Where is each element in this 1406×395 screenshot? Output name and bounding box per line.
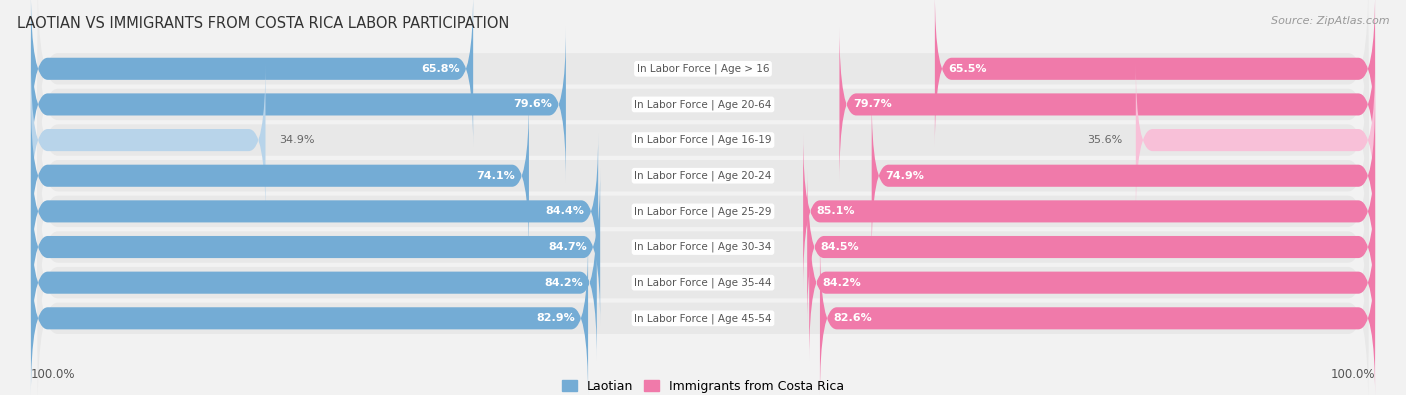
FancyBboxPatch shape [31,133,598,290]
FancyBboxPatch shape [38,156,1368,338]
Text: 84.2%: 84.2% [823,278,862,288]
Text: In Labor Force | Age 25-29: In Labor Force | Age 25-29 [634,206,772,216]
Text: 79.6%: 79.6% [513,100,553,109]
FancyBboxPatch shape [31,205,596,361]
FancyBboxPatch shape [31,98,529,254]
FancyBboxPatch shape [31,26,565,182]
FancyBboxPatch shape [31,0,474,147]
Text: 34.9%: 34.9% [278,135,315,145]
FancyBboxPatch shape [807,169,1375,325]
Text: 82.6%: 82.6% [834,313,872,324]
Text: 79.7%: 79.7% [853,100,891,109]
FancyBboxPatch shape [31,62,266,218]
Text: 100.0%: 100.0% [31,368,76,381]
FancyBboxPatch shape [839,26,1375,182]
Text: 82.9%: 82.9% [536,313,575,324]
FancyBboxPatch shape [935,0,1375,147]
FancyBboxPatch shape [820,240,1375,395]
Text: In Labor Force | Age 35-44: In Labor Force | Age 35-44 [634,277,772,288]
Text: In Labor Force | Age 20-64: In Labor Force | Age 20-64 [634,99,772,110]
Text: 74.9%: 74.9% [886,171,924,181]
FancyBboxPatch shape [38,13,1368,196]
Text: 65.8%: 65.8% [420,64,460,74]
FancyBboxPatch shape [31,169,600,325]
Text: In Labor Force | Age 20-24: In Labor Force | Age 20-24 [634,171,772,181]
Text: LAOTIAN VS IMMIGRANTS FROM COSTA RICA LABOR PARTICIPATION: LAOTIAN VS IMMIGRANTS FROM COSTA RICA LA… [17,16,509,31]
Text: 100.0%: 100.0% [1330,368,1375,381]
Text: 65.5%: 65.5% [948,64,987,74]
FancyBboxPatch shape [38,120,1368,303]
Text: Source: ZipAtlas.com: Source: ZipAtlas.com [1271,16,1389,26]
Text: 84.4%: 84.4% [546,206,585,216]
Text: 84.2%: 84.2% [544,278,583,288]
Text: 84.7%: 84.7% [548,242,586,252]
FancyBboxPatch shape [38,0,1368,160]
FancyBboxPatch shape [810,205,1375,361]
FancyBboxPatch shape [38,85,1368,267]
FancyBboxPatch shape [1136,62,1375,218]
FancyBboxPatch shape [38,192,1368,374]
Text: 35.6%: 35.6% [1087,135,1122,145]
Text: 74.1%: 74.1% [477,171,516,181]
FancyBboxPatch shape [31,240,588,395]
Legend: Laotian, Immigrants from Costa Rica: Laotian, Immigrants from Costa Rica [557,375,849,395]
FancyBboxPatch shape [38,49,1368,231]
FancyBboxPatch shape [803,133,1375,290]
Text: In Labor Force | Age > 16: In Labor Force | Age > 16 [637,64,769,74]
Text: In Labor Force | Age 45-54: In Labor Force | Age 45-54 [634,313,772,324]
Text: In Labor Force | Age 30-34: In Labor Force | Age 30-34 [634,242,772,252]
Text: 85.1%: 85.1% [817,206,855,216]
FancyBboxPatch shape [38,227,1368,395]
Text: In Labor Force | Age 16-19: In Labor Force | Age 16-19 [634,135,772,145]
FancyBboxPatch shape [872,98,1375,254]
Text: 84.5%: 84.5% [821,242,859,252]
